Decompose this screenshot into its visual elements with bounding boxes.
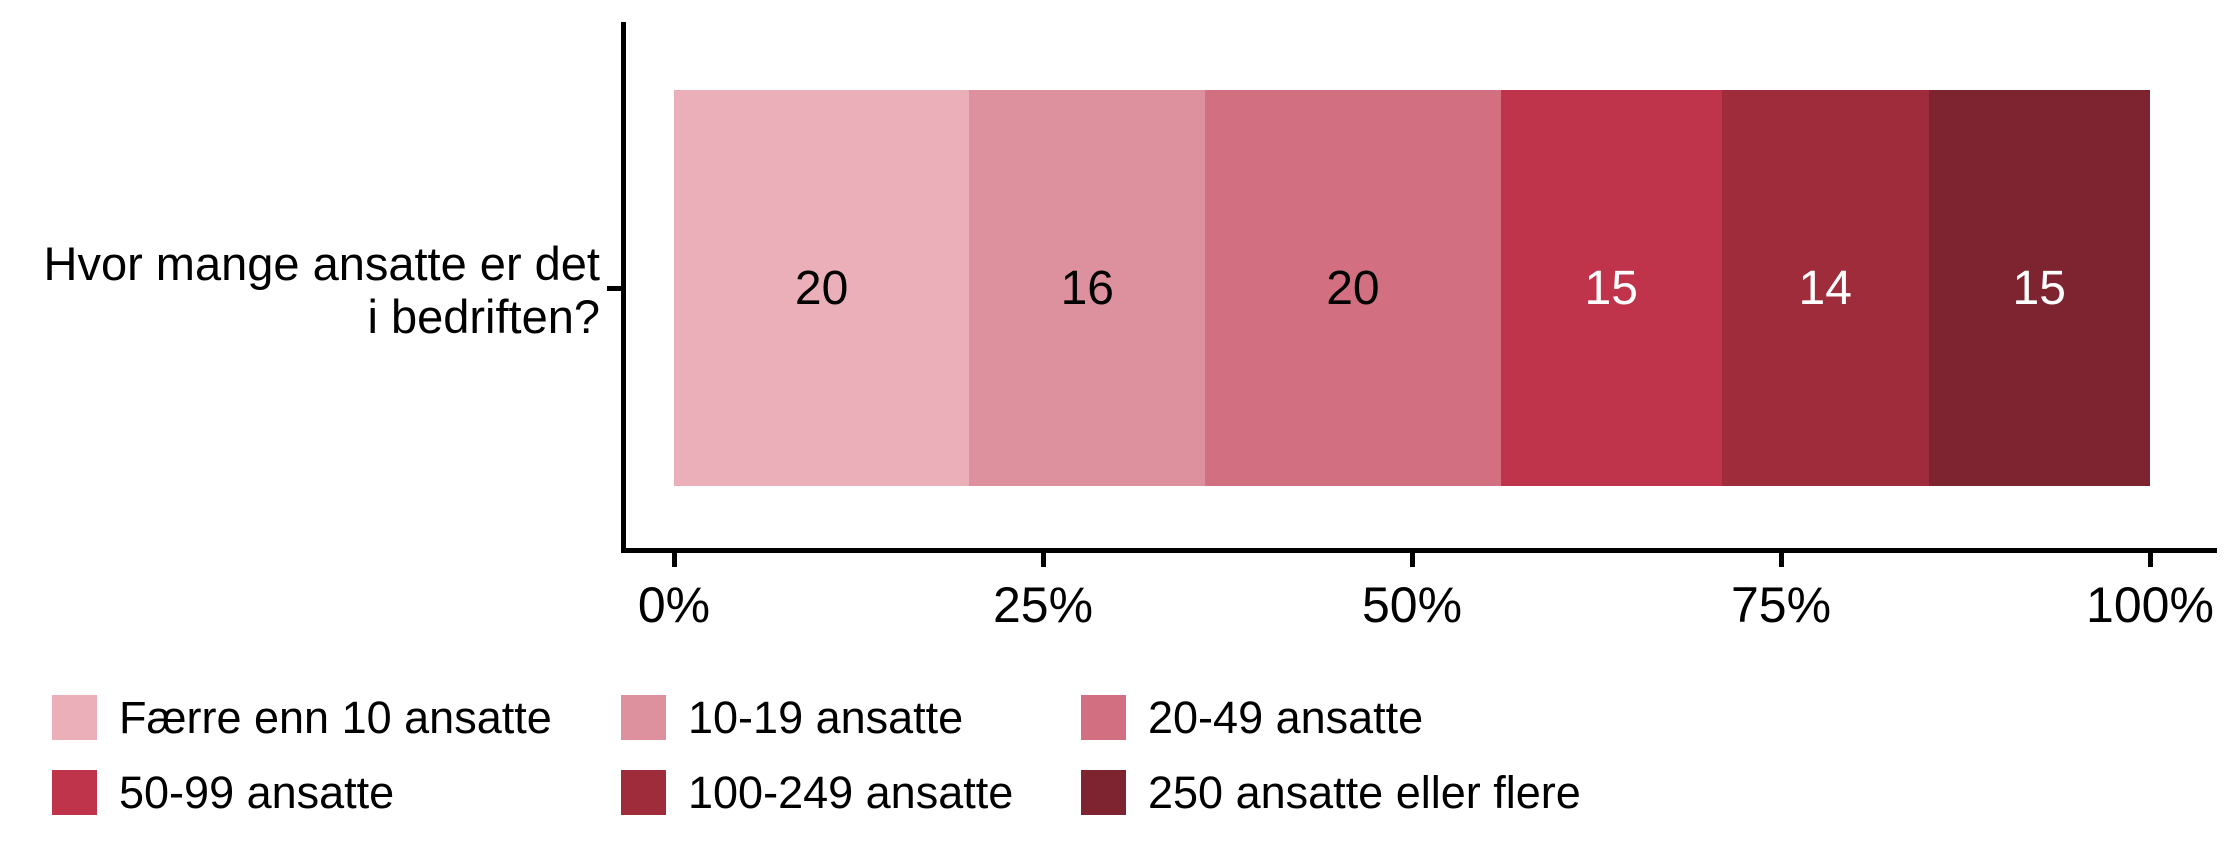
legend-label: 100-249 ansatte bbox=[688, 767, 1014, 818]
bar-segment: 20 bbox=[1205, 90, 1501, 486]
bar-segment-value: 15 bbox=[1584, 261, 1638, 315]
x-tick-mark bbox=[2147, 553, 2153, 567]
bar-segment-value: 15 bbox=[2012, 261, 2066, 315]
bar-segment: 14 bbox=[1721, 90, 1929, 486]
legend-label: 10-19 ansatte bbox=[688, 692, 964, 743]
x-tick-mark bbox=[1040, 553, 1046, 567]
bar-segment: 20 bbox=[674, 90, 970, 486]
legend-label: 20-49 ansatte bbox=[1148, 692, 1424, 743]
x-tick-mark bbox=[671, 553, 677, 567]
bar-segment: 16 bbox=[969, 90, 1206, 486]
legend-item: 100-249 ansatte bbox=[621, 770, 1013, 815]
bar-segment-value: 20 bbox=[1326, 261, 1380, 315]
legend-swatch bbox=[52, 770, 97, 815]
legend-swatch bbox=[52, 695, 97, 740]
legend-item: 250 ansatte eller flere bbox=[1081, 770, 1581, 815]
x-tick-mark bbox=[1409, 553, 1415, 567]
bar-segment-value: 20 bbox=[794, 261, 849, 315]
legend-swatch bbox=[621, 695, 666, 740]
x-tick-label: 50% bbox=[1361, 577, 1463, 633]
legend-swatch bbox=[1081, 770, 1126, 815]
x-tick-label: 100% bbox=[2086, 577, 2214, 633]
x-tick-label: 0% bbox=[637, 577, 711, 633]
y-axis-title-line2: i bedriften? bbox=[367, 290, 600, 343]
bar-segment-value: 16 bbox=[1060, 261, 1114, 315]
x-axis-line bbox=[621, 548, 2217, 553]
legend-label: 50-99 ansatte bbox=[119, 767, 395, 818]
y-axis-title: Hvor mange ansatte er det i bedriften? bbox=[0, 237, 600, 343]
bar-segment-value: 14 bbox=[1798, 261, 1852, 315]
legend-item: 10-19 ansatte bbox=[621, 695, 963, 740]
y-axis-title-line1: Hvor mange ansatte er det bbox=[43, 237, 600, 290]
legend-swatch bbox=[1081, 695, 1126, 740]
x-tick-label: 25% bbox=[992, 577, 1094, 633]
legend-item: Færre enn 10 ansatte bbox=[52, 695, 552, 740]
legend-label: 250 ansatte eller flere bbox=[1148, 767, 1581, 818]
x-tick-label: 75% bbox=[1730, 577, 1832, 633]
stacked-bar: 20 16 20 15 14 15 bbox=[674, 90, 2150, 486]
y-axis-tick bbox=[607, 286, 621, 291]
legend-item: 20-49 ansatte bbox=[1081, 695, 1423, 740]
x-tick-mark bbox=[1778, 553, 1784, 567]
legend-label: Færre enn 10 ansatte bbox=[119, 692, 552, 743]
bar-segment: 15 bbox=[1928, 90, 2150, 486]
bar-segment: 15 bbox=[1500, 90, 1722, 486]
legend-item: 50-99 ansatte bbox=[52, 770, 394, 815]
legend-swatch bbox=[621, 770, 666, 815]
y-axis-line bbox=[621, 22, 626, 553]
